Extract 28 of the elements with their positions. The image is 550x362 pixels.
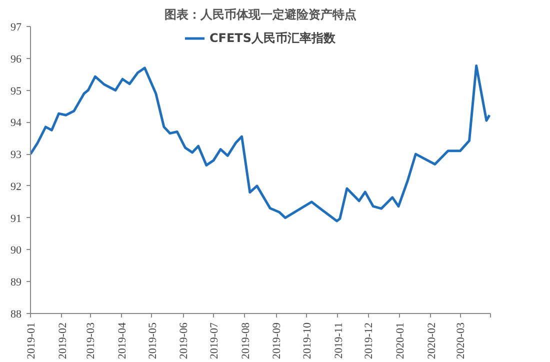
- x-tick-label: 2020-02: [426, 322, 438, 360]
- x-tick-label: 2019-03: [85, 322, 98, 360]
- x-tick-label: 2019-12: [363, 322, 376, 360]
- x-tick-label: 2019-06: [178, 322, 190, 360]
- chart-title: 图表：人民币体现一定避险资产特点: [164, 8, 356, 22]
- x-tick-label: 2019-02: [56, 322, 69, 360]
- y-tick-label: 94: [10, 117, 22, 130]
- line-series: [30, 64, 490, 222]
- y-tick-label: 93: [10, 149, 22, 162]
- x-tick-label: 2020-01: [394, 322, 407, 360]
- x-tick-label: 2019-09: [271, 322, 284, 360]
- y-tick-label: 91: [10, 212, 22, 225]
- y-tick-label: 92: [10, 180, 22, 193]
- x-tick-label: 2019-10: [302, 322, 314, 360]
- y-tick-label: 97: [10, 22, 22, 34]
- x-tick-label: 2019-11: [332, 322, 345, 359]
- x-tick-label: 2019-04: [116, 322, 128, 360]
- y-tick-label: 95: [10, 85, 22, 98]
- x-tick-label: 2019-01: [26, 322, 38, 360]
- x-tick-label: 2019-05: [146, 322, 159, 360]
- legend-label: CFETS人民币汇率指数: [209, 30, 336, 46]
- x-tick-label: 2019-08: [240, 322, 252, 360]
- y-tick-label: 96: [10, 53, 22, 66]
- y-tick-label: 88: [10, 308, 22, 320]
- y-tick-label: 90: [10, 244, 22, 257]
- y-tick-label: 89: [10, 276, 22, 289]
- x-tick-label: 2019-07: [208, 322, 220, 360]
- x-tick-label: 2020-03: [455, 322, 468, 360]
